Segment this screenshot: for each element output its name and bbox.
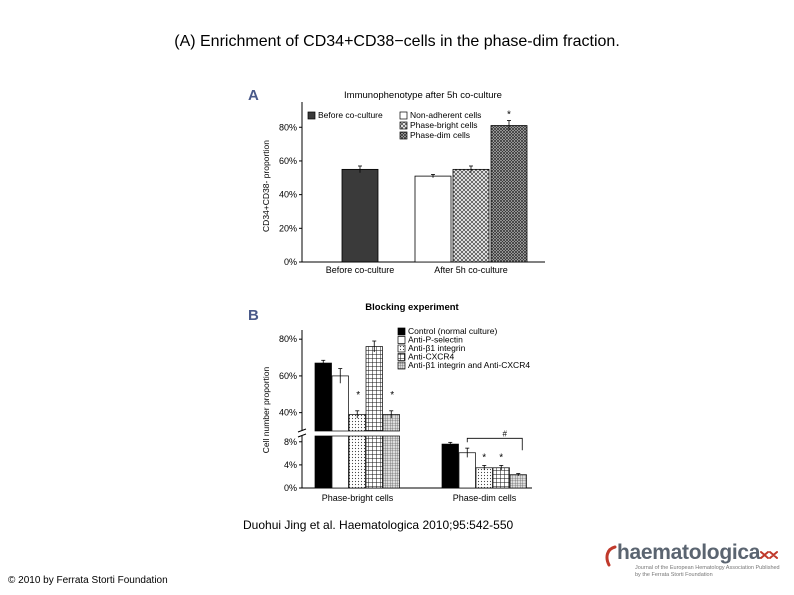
panel-a-y-tick-label: 40% [279, 190, 297, 200]
panel-a-legend: Before co-culture Non-adherent cellsPhase… [307, 110, 481, 140]
citation: Duohui Jing et al. Haematologica 2010;95… [243, 518, 514, 532]
panel-a-legend-label: Non-adherent cells [410, 110, 481, 120]
panel-b-bar [492, 467, 510, 489]
logo-swoosh-icon [605, 545, 617, 567]
panel-b-significance-star: * [482, 452, 486, 463]
panel-b-bar-base [314, 435, 332, 489]
panel-b-legend-label: Anti-β1 integrin [408, 343, 466, 353]
panel-b-legend-swatch [397, 344, 406, 353]
panel-b-legend-swatch [397, 361, 406, 370]
logo-wordmark: haematologica [617, 541, 761, 564]
panel-b-bar [331, 375, 349, 432]
panel-b-axis-break-mark [297, 433, 307, 438]
panel-a-legend-swatch [399, 121, 408, 130]
panel-b-bracket-label: # [503, 429, 508, 438]
panel-a-title: Immunophenotype after 5h co-culture [344, 90, 502, 101]
logo-subtext: Journal of the European Hematology Assoc… [635, 565, 780, 578]
panel-b-significance-star: * [390, 390, 394, 401]
panel-a-significance-star: * [507, 110, 511, 121]
panel-a-legend-swatch [399, 111, 408, 120]
panel-a-ylabel: CD34+CD38- proportion [261, 140, 271, 232]
panel-b-legend-label: Control (normal culture) [408, 326, 497, 336]
panel-a-bar [452, 168, 490, 263]
panel-b-legend-swatch [397, 353, 406, 361]
panel-b-y-tick-label: 40% [279, 408, 297, 418]
panel-a-y-tick-label: 80% [279, 122, 297, 132]
chromosome-icon [760, 551, 778, 559]
panel-b-legend-label: Anti-P-selectin [408, 335, 463, 345]
panel-b-bar [314, 362, 332, 432]
panel-b-bar [509, 474, 527, 489]
panel-a-y-tick-label: 20% [279, 223, 297, 233]
panel-b-legend: Control (normal culture)Anti-P-selectinA… [397, 326, 530, 370]
panel-b-x-tick-label: Phase-dim cells [453, 493, 517, 503]
panel-b-legend-label: Anti-CXCR4 [408, 352, 455, 362]
panel-b-legend-swatch [397, 327, 406, 336]
panel-b-y-tick-label: 8% [284, 437, 297, 447]
panel-b-bar [475, 467, 493, 489]
panel-b-y-tick-label: 0% [284, 483, 297, 493]
panel-a-legend-swatch [399, 131, 408, 140]
panel-a-y-tick-label: 0% [284, 257, 297, 267]
panel-a-y-tick-label: 60% [279, 156, 297, 166]
figure-canvas: A Immunophenotype after 5h co-culture CD… [248, 87, 545, 503]
figure: A Immunophenotype after 5h co-culture CD… [240, 78, 560, 508]
panel-b-legend-label: Anti-β1 integrin and Anti-CXCR4 [408, 360, 530, 370]
panel-b-y-tick-label: 60% [279, 371, 297, 381]
panel-a-bar [414, 175, 452, 263]
panel-b-label: B [248, 307, 259, 324]
panel-b-bar-base [382, 435, 400, 489]
panel-a-bar [490, 125, 528, 263]
panel-b-y-tick-label: 80% [279, 334, 297, 344]
panel-b-significance-bracket [466, 437, 523, 451]
panel-b-y-tick-label: 4% [284, 460, 297, 470]
slide-title: (A) Enrichment of CD34+CD38−cells in the… [174, 33, 620, 50]
panel-b-significance-star: * [499, 452, 503, 463]
panel-b-bars: * * * * # [314, 340, 527, 489]
panel-a-bar [341, 168, 379, 263]
panel-a-legend-label: Phase-bright cells [410, 120, 478, 130]
panel-a-label: A [248, 87, 259, 104]
panel-b-bar [458, 452, 476, 489]
panel-a-bars: * [341, 110, 528, 263]
panel-b-significance-star: * [356, 390, 360, 401]
panel-b-ylabel: Cell number proportion [261, 367, 271, 454]
haematologica-logo[interactable]: haematologica Journal of the European He… [603, 541, 783, 583]
panel-b-axis-break-mark [297, 428, 307, 433]
panel-b-title: Blocking experiment [365, 302, 459, 313]
panel-b-bar [365, 346, 383, 432]
panel-a-legend-swatch [307, 111, 316, 120]
copyright: © 2010 by Ferrata Storti Foundation [8, 575, 168, 586]
panel-a-legend-label: Phase-dim cells [410, 130, 470, 140]
panel-a-x-tick-label: Before co-culture [326, 265, 395, 275]
panel-b-bar [441, 443, 459, 489]
panel-a: A Immunophenotype after 5h co-culture CD… [248, 87, 545, 275]
panel-b: B Blocking experiment Cell number propor… [248, 302, 532, 503]
panel-b-bar-base [365, 435, 383, 489]
panel-b-x-tick-label: Phase-bright cells [322, 493, 394, 503]
panel-b-legend-swatch [397, 336, 406, 344]
panel-a-legend-label: Before co-culture [318, 110, 383, 120]
panel-a-x-tick-label: After 5h co-culture [434, 265, 508, 275]
panel-b-bar-base [348, 435, 366, 489]
panel-b-bar-base [331, 435, 349, 489]
